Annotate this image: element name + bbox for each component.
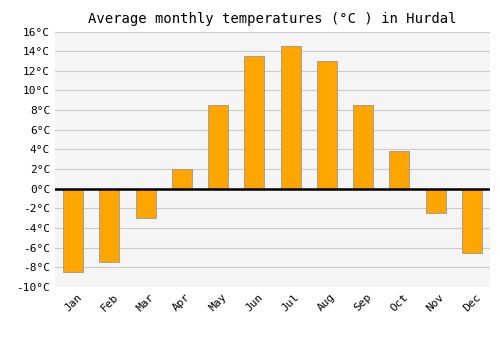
- Bar: [136, 189, 156, 218]
- Bar: [100, 189, 119, 262]
- Bar: [63, 189, 83, 272]
- Bar: [390, 152, 409, 189]
- Bar: [426, 189, 446, 213]
- Bar: [244, 56, 264, 189]
- Bar: [353, 105, 373, 189]
- Bar: [317, 61, 337, 189]
- Bar: [208, 105, 228, 189]
- Title: Average monthly temperatures (°C ) in Hurdal: Average monthly temperatures (°C ) in Hu…: [88, 12, 457, 26]
- Bar: [462, 189, 482, 253]
- Bar: [172, 169, 192, 189]
- Bar: [280, 46, 300, 189]
